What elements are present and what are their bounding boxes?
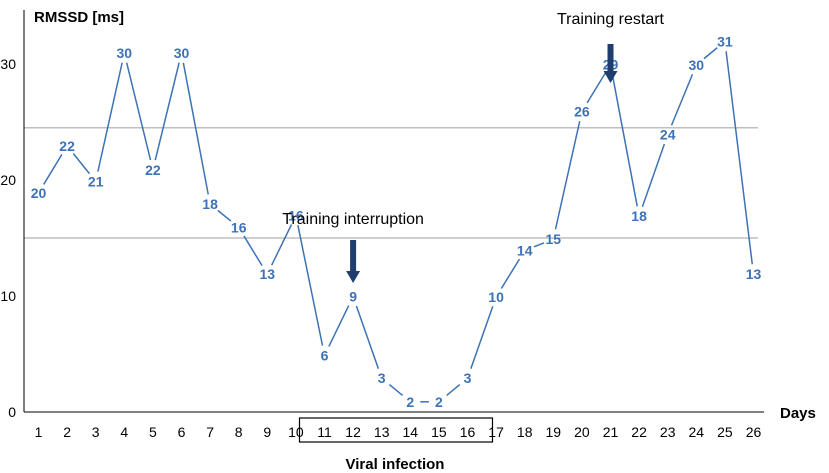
- x-tick-label: 23: [660, 424, 676, 440]
- series-line: [43, 47, 754, 403]
- x-tick-label: 4: [120, 424, 128, 440]
- x-tick-label: 5: [149, 424, 157, 440]
- data-label: 2: [435, 394, 443, 410]
- data-label: 21: [88, 173, 104, 189]
- x-tick-label: 18: [517, 424, 533, 440]
- x-tick-label: 22: [631, 424, 647, 440]
- data-label: 18: [631, 208, 647, 224]
- x-tick-label: 3: [92, 424, 100, 440]
- data-label: 24: [660, 127, 676, 143]
- x-tick-label: 19: [546, 424, 562, 440]
- series-segment: [533, 242, 545, 248]
- data-label: 13: [260, 266, 276, 282]
- data-label: 22: [59, 138, 75, 154]
- series-segment: [154, 62, 180, 161]
- x-tick-label: 15: [431, 424, 447, 440]
- series-segment: [328, 305, 350, 347]
- series-segment: [446, 383, 461, 397]
- y-tick-label: 30: [0, 56, 16, 72]
- annotation-arrow-head: [603, 71, 618, 83]
- data-label: 3: [378, 370, 386, 386]
- x-tick-label: 16: [460, 424, 476, 440]
- x-tick-label: 24: [689, 424, 705, 440]
- annotation-text: Training interruption: [282, 211, 424, 228]
- series-segment: [500, 258, 521, 289]
- data-label: 6: [321, 347, 329, 363]
- x-tick-label: 11: [317, 424, 332, 440]
- x-tick-label: 26: [746, 424, 762, 440]
- viral-infection-box: [298, 417, 494, 443]
- axes: [23, 10, 764, 413]
- annotation-arrow-shaft: [350, 240, 357, 272]
- data-label: 3: [464, 370, 472, 386]
- data-label: 30: [117, 45, 133, 61]
- data-label: 9: [349, 289, 357, 305]
- series-segment: [470, 306, 494, 370]
- data-label: 16: [288, 207, 304, 223]
- series-segment: [641, 143, 666, 208]
- data-label: 31: [717, 33, 733, 49]
- data-label: 16: [231, 219, 247, 235]
- y-tick-label: 10: [0, 288, 16, 304]
- data-label: 10: [488, 289, 504, 305]
- annotation-arrow-shaft: [607, 44, 614, 72]
- series-segment: [125, 62, 152, 161]
- series-segment: [586, 72, 606, 104]
- series-segment: [182, 62, 209, 195]
- data-label: 14: [517, 243, 533, 259]
- x-tick-label: 20: [574, 424, 590, 440]
- data-label: 26: [574, 103, 590, 119]
- data-label: 13: [746, 266, 762, 282]
- x-tick-label: 6: [178, 424, 186, 440]
- y-tick-labels: 0 10 20 30: [0, 56, 16, 420]
- series-segment: [355, 305, 380, 370]
- viral-infection-label: Viral infection: [346, 456, 445, 473]
- y-tick-label: 20: [0, 172, 16, 188]
- y-axis-title: RMSSD [ms]: [34, 9, 124, 26]
- y-tick-label: 0: [8, 404, 16, 420]
- x-tick-label: 2: [63, 424, 71, 440]
- series-segment: [670, 73, 694, 126]
- series-segment: [725, 51, 754, 265]
- x-axis-title: Days: [780, 405, 816, 422]
- data-label: 20: [31, 185, 47, 201]
- annotation-arrow-head: [346, 271, 361, 283]
- x-tick-label: 13: [374, 424, 390, 440]
- x-tick-label: 25: [717, 424, 733, 440]
- x-tick-label: 17: [488, 424, 504, 440]
- data-label: 2: [406, 394, 414, 410]
- series-segment: [611, 74, 638, 207]
- annotation-text: Training restart: [557, 11, 665, 28]
- data-labels: 2022213022301816131669322310141526291824…: [31, 33, 762, 409]
- x-tick-label: 14: [403, 424, 419, 440]
- data-label: 30: [689, 57, 705, 73]
- series-segment: [72, 153, 91, 175]
- data-label: 30: [174, 45, 190, 61]
- x-tick-label: 21: [603, 424, 619, 440]
- series-segment: [703, 47, 718, 60]
- series-segment: [97, 62, 123, 172]
- x-tick-label: 12: [345, 424, 361, 440]
- x-tick-label: 9: [263, 424, 271, 440]
- series-segment: [43, 153, 63, 185]
- x-tick-label: 7: [206, 424, 214, 440]
- x-tick-labels: 1 2 3 4 5 6 7 8 9 10 11 12 13 14 15 16 17 18 19 20 21 22 23 24 2…: [35, 417, 762, 443]
- x-tick-label: 1: [35, 424, 43, 440]
- series-segment: [554, 120, 581, 230]
- data-label: 15: [546, 231, 562, 247]
- reference-lines: [24, 127, 758, 239]
- series-segment: [388, 383, 404, 397]
- series-segment: [297, 225, 324, 346]
- data-label: 18: [202, 196, 218, 212]
- x-tick-label: 10: [288, 424, 304, 440]
- series-segment: [270, 224, 293, 266]
- series-segment: [217, 209, 232, 222]
- data-label: 22: [145, 162, 161, 178]
- series-segment: [243, 235, 263, 267]
- annotations: Training interruption Training restart: [282, 11, 665, 283]
- x-tick-label: 8: [235, 424, 243, 440]
